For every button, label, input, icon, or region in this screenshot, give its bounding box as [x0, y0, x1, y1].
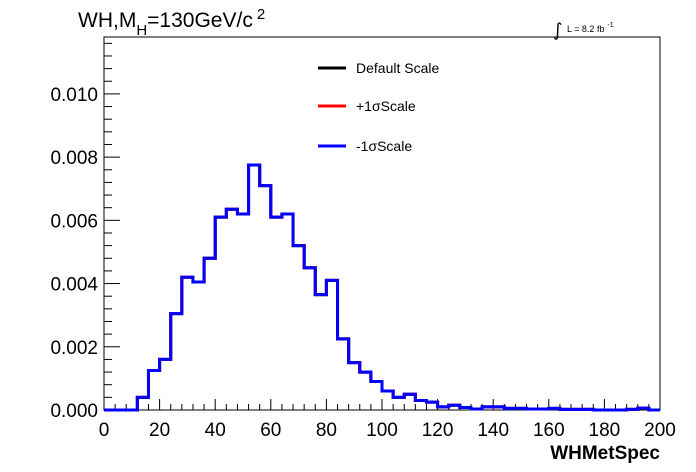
series-line-1 — [104, 163, 660, 412]
x-axis-label: WHMetSpec — [550, 443, 660, 464]
y-tick-label: 0.008 — [50, 148, 98, 169]
x-tick-label: 180 — [589, 420, 621, 441]
y-tick-label: 0.000 — [50, 401, 98, 422]
y-axis: 0.000 0.002 0.004 0.006 0.008 0.010 — [50, 42, 120, 422]
x-tick-label: 200 — [644, 420, 676, 441]
title-sub: H — [136, 22, 147, 39]
x-tick-label: 60 — [260, 420, 281, 441]
lumi-text: L = 8.2 fb — [567, 24, 604, 34]
x-tick-label: 40 — [205, 420, 226, 441]
x-axis: 0 20 40 60 80 100 120 140 160 180 200 — [99, 399, 676, 441]
x-tick-label: 20 — [149, 420, 170, 441]
lumi-label: L = 8.2 fb -1 — [567, 22, 614, 34]
series-line-0 — [104, 163, 660, 412]
legend: Default Scale +1σScale -1σScale — [318, 60, 439, 154]
title-sup: 2 — [257, 6, 265, 23]
histogram-series — [104, 163, 660, 412]
legend-label: Default Scale — [356, 60, 439, 76]
legend-label: -1σScale — [356, 138, 412, 154]
lumi-integral: ∫ — [553, 20, 562, 41]
series-line-2 — [104, 163, 660, 412]
x-tick-label: 160 — [533, 420, 565, 441]
title-rest: =130GeV/c — [147, 9, 253, 32]
y-tick-label: 0.006 — [50, 211, 98, 232]
y-tick-label: 0.004 — [50, 275, 98, 296]
lumi-sup: -1 — [607, 22, 613, 29]
plot-frame — [103, 36, 661, 411]
y-tick-label: 0.002 — [50, 338, 98, 359]
legend-label: +1σScale — [356, 98, 416, 114]
x-tick-label: 120 — [422, 420, 454, 441]
x-tick-label: 100 — [366, 420, 398, 441]
x-tick-label: 80 — [316, 420, 337, 441]
x-tick-label: 0 — [99, 420, 110, 441]
y-tick-label: 0.010 — [50, 85, 98, 106]
x-tick-label: 140 — [477, 420, 509, 441]
chart-title: WH,MH=130GeV/c 2 — [78, 6, 265, 39]
title-main: WH,M — [78, 9, 136, 32]
